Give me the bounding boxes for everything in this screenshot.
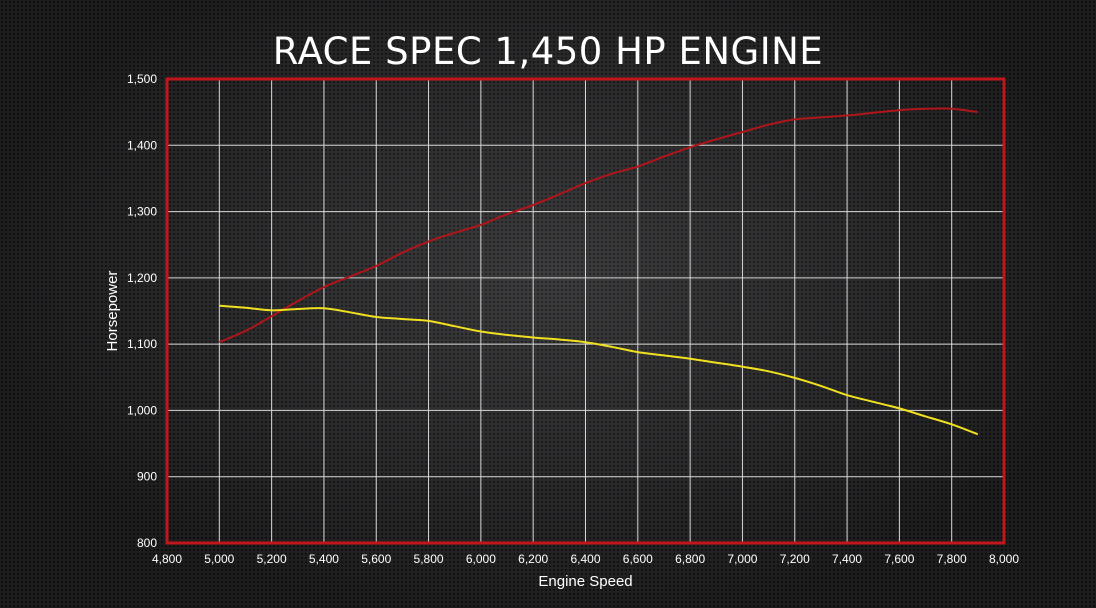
y-tick-label: 900 (137, 470, 157, 484)
x-tick-label: 7,400 (832, 552, 862, 566)
y-tick-label: 1,500 (127, 72, 157, 86)
x-tick-label: 7,000 (727, 552, 757, 566)
y-tick-label: 1,200 (127, 271, 157, 285)
y-tick-label: 1,000 (127, 403, 157, 417)
x-tick-label: 6,800 (675, 552, 705, 566)
x-axis-label: Engine Speed (538, 573, 632, 590)
x-tick-label: 7,600 (884, 552, 914, 566)
x-tick-label: 6,200 (518, 552, 548, 566)
series-line-2 (219, 304, 979, 436)
series-lines (218, 107, 979, 436)
x-tick-label: 6,400 (570, 552, 600, 566)
x-tick-label: 8,000 (989, 552, 1019, 566)
x-tick-label: 6,600 (623, 552, 653, 566)
y-tick-label: 1,100 (127, 337, 157, 351)
y-axis-ticks: 800 900 1,000 1,100 1,200 1,300 1,400 1,500 (127, 72, 157, 550)
x-tick-label: 5,200 (257, 552, 287, 566)
y-tick-label: 1,300 (127, 205, 157, 219)
x-tick-label: 5,400 (309, 552, 339, 566)
y-tick-label: 1,400 (127, 138, 157, 152)
series-line-1 (218, 107, 978, 344)
x-tick-label: 5,600 (361, 552, 391, 566)
x-tick-label: 6,000 (466, 552, 496, 566)
x-tick-label: 7,200 (780, 552, 810, 566)
chart-title: RACE SPEC 1,450 HP ENGINE (272, 30, 824, 73)
x-tick-label: 5,800 (414, 552, 444, 566)
y-axis-label: Horsepower (104, 271, 121, 352)
x-axis-ticks: 4,800 5,000 5,200 5,400 5,600 5,800 6,000 6,200… (152, 552, 1019, 566)
x-tick-label: 4,800 (152, 552, 182, 566)
grid-lines (167, 79, 1004, 543)
x-tick-label: 5,000 (204, 552, 234, 566)
plot-frame (165, 77, 1006, 545)
y-tick-label: 800 (137, 536, 157, 550)
x-tick-label: 7,800 (937, 552, 967, 566)
